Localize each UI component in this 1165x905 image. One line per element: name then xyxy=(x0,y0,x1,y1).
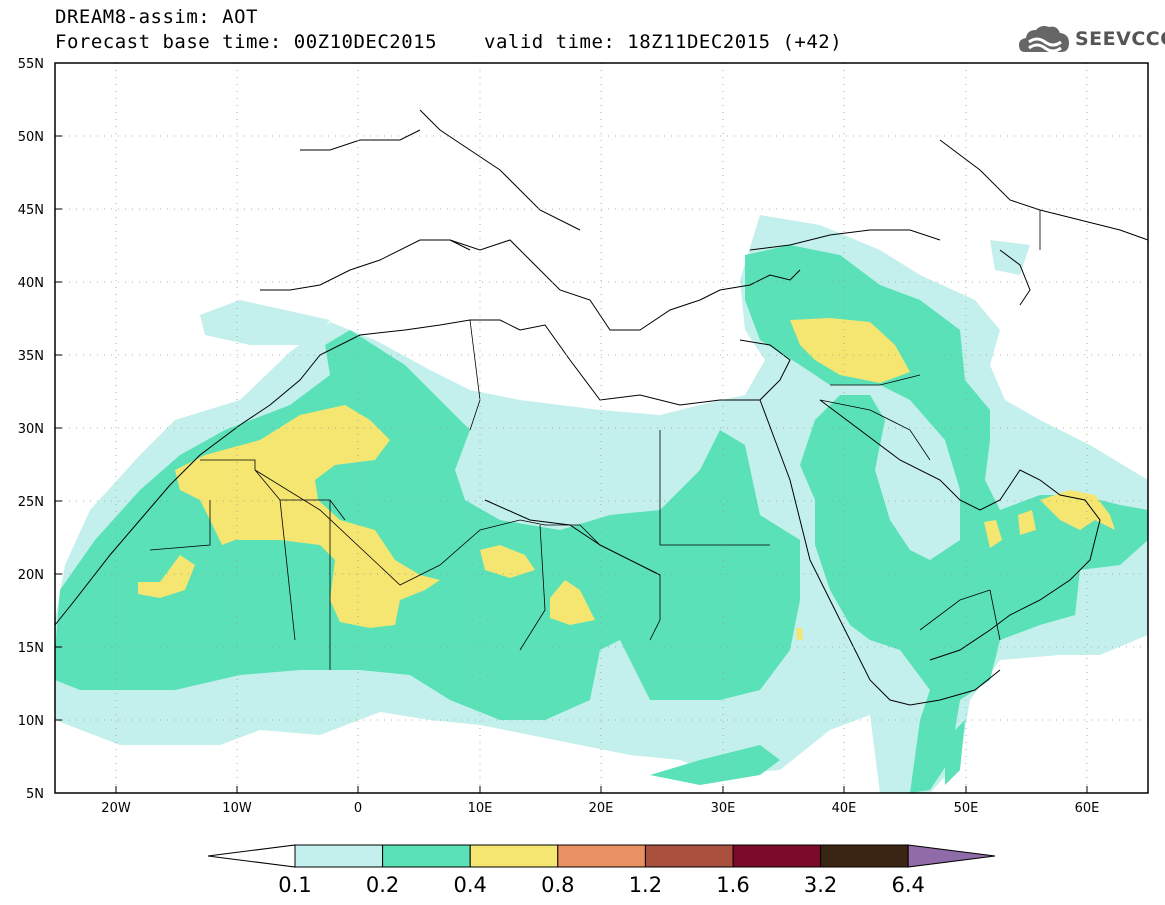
lon-label: 0 xyxy=(354,801,362,816)
colorbar-segment xyxy=(644,844,734,868)
lat-label: 20N xyxy=(18,568,44,583)
aot-contours xyxy=(55,215,1148,793)
logo-text: SEEVCCC xyxy=(1075,28,1165,50)
colorbar-label: 3.2 xyxy=(803,873,838,897)
map-title: DREAM8-assim: AOT xyxy=(55,6,258,28)
colorbar-label: 0.1 xyxy=(278,873,312,897)
lon-label: 20W xyxy=(101,801,131,816)
country-borders xyxy=(149,210,1041,670)
colorbar xyxy=(207,844,996,868)
lat-label: 35N xyxy=(18,349,44,364)
colorbar-segment xyxy=(907,844,996,868)
lat-label: 55N xyxy=(18,57,44,72)
lat-label: 10N xyxy=(18,714,44,729)
contour-0.4-0.8 xyxy=(138,318,1115,640)
seevccc-logo: SEEVCCC xyxy=(1017,22,1165,58)
lon-label: 50E xyxy=(954,801,979,816)
lon-label: 10W xyxy=(222,801,252,816)
graticule xyxy=(55,63,1148,793)
lon-label: 20E xyxy=(589,801,614,816)
colorbar-label: 0.8 xyxy=(541,873,575,897)
lat-label: 50N xyxy=(18,130,44,145)
lat-label: 30N xyxy=(18,422,44,437)
lat-label: 25N xyxy=(18,495,44,510)
colorbar-segment xyxy=(382,844,471,868)
colorbar-label: 1.6 xyxy=(716,873,750,897)
colorbar-segment xyxy=(294,844,384,868)
lon-label: 10E xyxy=(468,801,493,816)
lat-label: 40N xyxy=(18,276,44,291)
colorbar-segment xyxy=(207,844,296,868)
colorbar-segment xyxy=(557,844,646,868)
colorbar-segment xyxy=(732,844,822,868)
colorbar-label: 6.4 xyxy=(891,873,925,897)
axis-ticks xyxy=(55,135,1088,793)
colorbar-label: 0.4 xyxy=(453,873,487,897)
colorbar-segment xyxy=(820,844,909,868)
lat-labels: 55N 50N 45N 40N 35N 30N 25N 20N 15N 10N … xyxy=(18,57,44,802)
lat-label: 45N xyxy=(18,203,44,218)
colorbar-label: 0.2 xyxy=(365,873,400,897)
lon-label: 30E xyxy=(711,801,736,816)
lon-labels: 20W 10W 0 10E 20E 30E 40E 50E 60E xyxy=(101,801,1099,816)
lat-label: 5N xyxy=(26,787,44,802)
lon-label: 40E xyxy=(832,801,857,816)
forecast-base-time: Forecast base time: 00Z10DEC2015 xyxy=(55,31,438,53)
colorbar-label: 1.2 xyxy=(628,873,663,897)
lat-label: 15N xyxy=(18,641,44,656)
colorbar-segment xyxy=(469,844,559,868)
valid-time: valid time: 18Z11DEC2015 (+42) xyxy=(484,31,843,53)
lon-label: 60E xyxy=(1075,801,1100,816)
cloud-icon xyxy=(1019,26,1069,53)
contour-0.2-0.4 xyxy=(55,245,1148,793)
